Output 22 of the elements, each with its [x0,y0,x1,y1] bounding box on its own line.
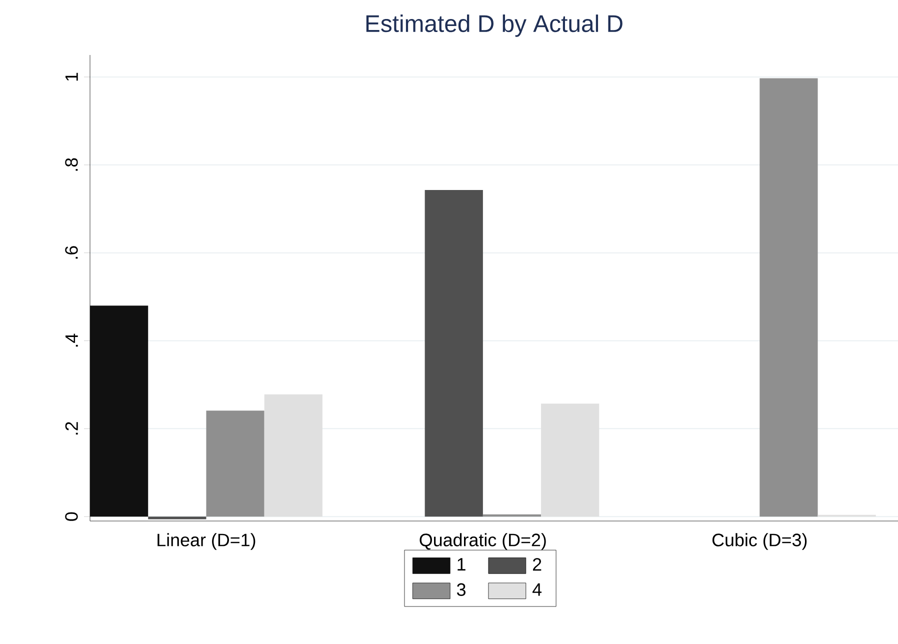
bar [760,78,818,517]
bar [206,410,264,517]
chart-title: Estimated D by Actual D [366,14,622,37]
bar [148,516,206,520]
bar [482,514,542,517]
bar [264,394,322,517]
legend-label: 2 [532,558,542,571]
x-tick-label: Cubic (D=3) [712,533,807,550]
legend-label: 4 [532,583,542,596]
y-tick-label: 1 [65,72,78,81]
bar [90,306,148,517]
x-tick-label: Linear (D=1) [158,533,256,550]
legend-label: 1 [458,558,466,571]
y-tick-label: .2 [65,422,78,435]
x-tick-label: Quadratic (D=2) [420,533,546,550]
y-tick-label: .6 [65,246,78,259]
legend-label: 3 [456,583,466,596]
y-tick-label: 0 [65,512,78,521]
y-tick-label: .8 [65,158,78,171]
bar [541,404,600,517]
y-tick-label: .4 [65,334,78,347]
bar [424,190,483,517]
